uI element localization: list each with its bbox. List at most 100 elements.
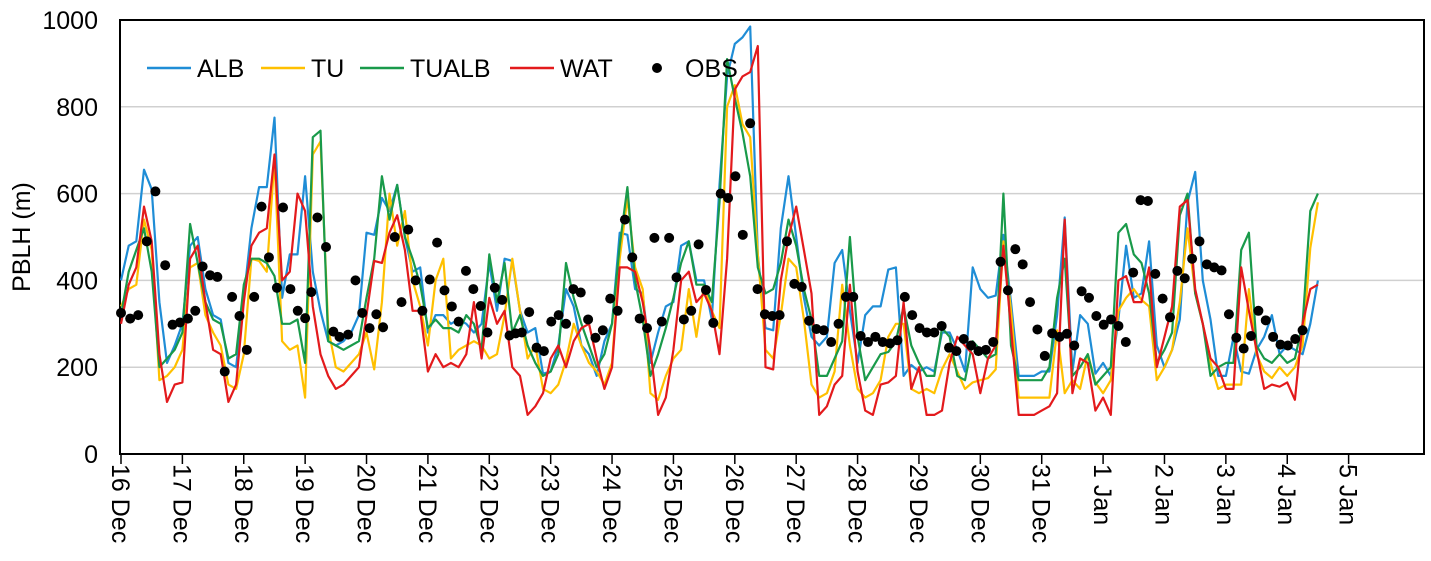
- obs-point: [150, 186, 160, 196]
- obs-point: [198, 262, 208, 272]
- obs-point: [1128, 268, 1138, 278]
- y-axis: 0 200 400 600 800 1000: [42, 7, 98, 469]
- obs-point: [1194, 236, 1204, 246]
- legend: ALB TU TUALB WAT OBS: [147, 55, 738, 83]
- obs-point: [417, 306, 427, 316]
- obs-point: [694, 239, 704, 249]
- legend-label-tualb: TUALB: [410, 55, 491, 83]
- obs-point: [497, 295, 507, 305]
- obs-point: [745, 118, 755, 128]
- x-tick-label: 23 Dec: [536, 464, 564, 543]
- obs-point: [272, 283, 282, 293]
- series-lines: [121, 27, 1318, 415]
- obs-point: [1121, 337, 1131, 347]
- obs-point: [285, 284, 295, 294]
- obs-point: [1025, 297, 1035, 307]
- obs-point: [350, 275, 360, 285]
- obs-point: [365, 323, 375, 333]
- obs-point: [981, 345, 991, 355]
- legend-swatch-obs: [652, 63, 662, 73]
- obs-point: [900, 292, 910, 302]
- obs-point: [257, 202, 267, 212]
- y-tick-label: 0: [84, 441, 98, 469]
- obs-point: [907, 310, 917, 320]
- obs-point: [517, 327, 527, 337]
- legend-label-obs: OBS: [685, 55, 738, 83]
- obs-point: [679, 314, 689, 324]
- y-axis-title: PBLH (m): [8, 182, 36, 292]
- obs-point: [583, 314, 593, 324]
- x-tick-label: 25 Dec: [658, 464, 686, 543]
- obs-point: [753, 284, 763, 294]
- obs-point: [403, 225, 413, 235]
- x-tick-label: 5 Jan: [1334, 464, 1362, 525]
- obs-point: [476, 301, 486, 311]
- obs-point: [1158, 294, 1168, 304]
- x-tick-label: 31 Dec: [1027, 464, 1055, 543]
- obs-point: [439, 285, 449, 295]
- obs-point: [561, 319, 571, 329]
- obs-point: [1113, 321, 1123, 331]
- obs-point: [738, 230, 748, 240]
- obs-point: [343, 330, 353, 340]
- obs-point: [642, 323, 652, 333]
- y-tick-label: 600: [56, 181, 98, 209]
- x-tick-label: 26 Dec: [720, 464, 748, 543]
- y-tick-label: 800: [56, 94, 98, 122]
- obs-point: [1268, 332, 1278, 342]
- obs-point: [539, 346, 549, 356]
- obs-point: [227, 292, 237, 302]
- obs-point: [1246, 331, 1256, 341]
- obs-point: [447, 301, 457, 311]
- obs-point: [996, 257, 1006, 267]
- obs-point: [988, 337, 998, 347]
- x-tick-label: 21 Dec: [413, 464, 441, 543]
- obs-point: [461, 266, 471, 276]
- obs-point: [371, 309, 381, 319]
- obs-point: [598, 325, 608, 335]
- obs-point: [1091, 311, 1101, 321]
- x-tick-label: 27 Dec: [781, 464, 809, 543]
- obs-point: [312, 212, 322, 222]
- y-tick-label: 1000: [42, 7, 98, 35]
- x-tick-label: 4 Jan: [1272, 464, 1300, 525]
- obs-point: [306, 287, 316, 297]
- obs-point: [554, 310, 564, 320]
- y-tick-label: 200: [56, 354, 98, 382]
- obs-point: [432, 238, 442, 248]
- x-tick-label: 30 Dec: [965, 464, 993, 543]
- obs-point: [321, 242, 331, 252]
- y-tick-label: 400: [56, 267, 98, 295]
- obs-point: [797, 282, 807, 292]
- obs-point: [390, 232, 400, 242]
- obs-point: [1187, 254, 1197, 264]
- obs-point: [804, 316, 814, 326]
- obs-point: [212, 272, 222, 282]
- obs-point: [1143, 196, 1153, 206]
- obs-point: [1290, 334, 1300, 344]
- obs-point: [826, 337, 836, 347]
- obs-point: [397, 297, 407, 307]
- obs-point: [1253, 306, 1263, 316]
- obs-point: [686, 306, 696, 316]
- legend-label-alb: ALB: [197, 55, 244, 83]
- obs-point: [590, 333, 600, 343]
- obs-point: [1003, 285, 1013, 295]
- obs-point: [1298, 325, 1308, 335]
- obs-point: [490, 283, 500, 293]
- obs-point: [775, 310, 785, 320]
- obs-point: [357, 308, 367, 318]
- x-tick-label: 1 Jan: [1088, 464, 1116, 525]
- obs-point: [1231, 333, 1241, 343]
- obs-point: [782, 236, 792, 246]
- obs-point: [183, 314, 193, 324]
- x-tick-label: 20 Dec: [352, 464, 380, 543]
- obs-point: [411, 275, 421, 285]
- obs-point: [664, 233, 674, 243]
- obs-point: [848, 292, 858, 302]
- obs-point: [819, 325, 829, 335]
- obs-point: [1150, 269, 1160, 279]
- x-tick-label: 24 Dec: [597, 464, 625, 543]
- x-tick-label: 19 Dec: [290, 464, 318, 543]
- obs-point: [937, 321, 947, 331]
